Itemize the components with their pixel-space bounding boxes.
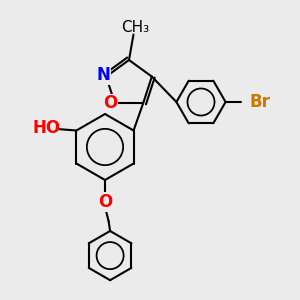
Text: Br: Br [250,93,271,111]
Text: CH₃: CH₃ [121,20,149,34]
Text: N: N [96,66,110,84]
Text: HO: HO [32,118,61,136]
Text: O: O [103,94,118,112]
Text: O: O [98,193,112,211]
